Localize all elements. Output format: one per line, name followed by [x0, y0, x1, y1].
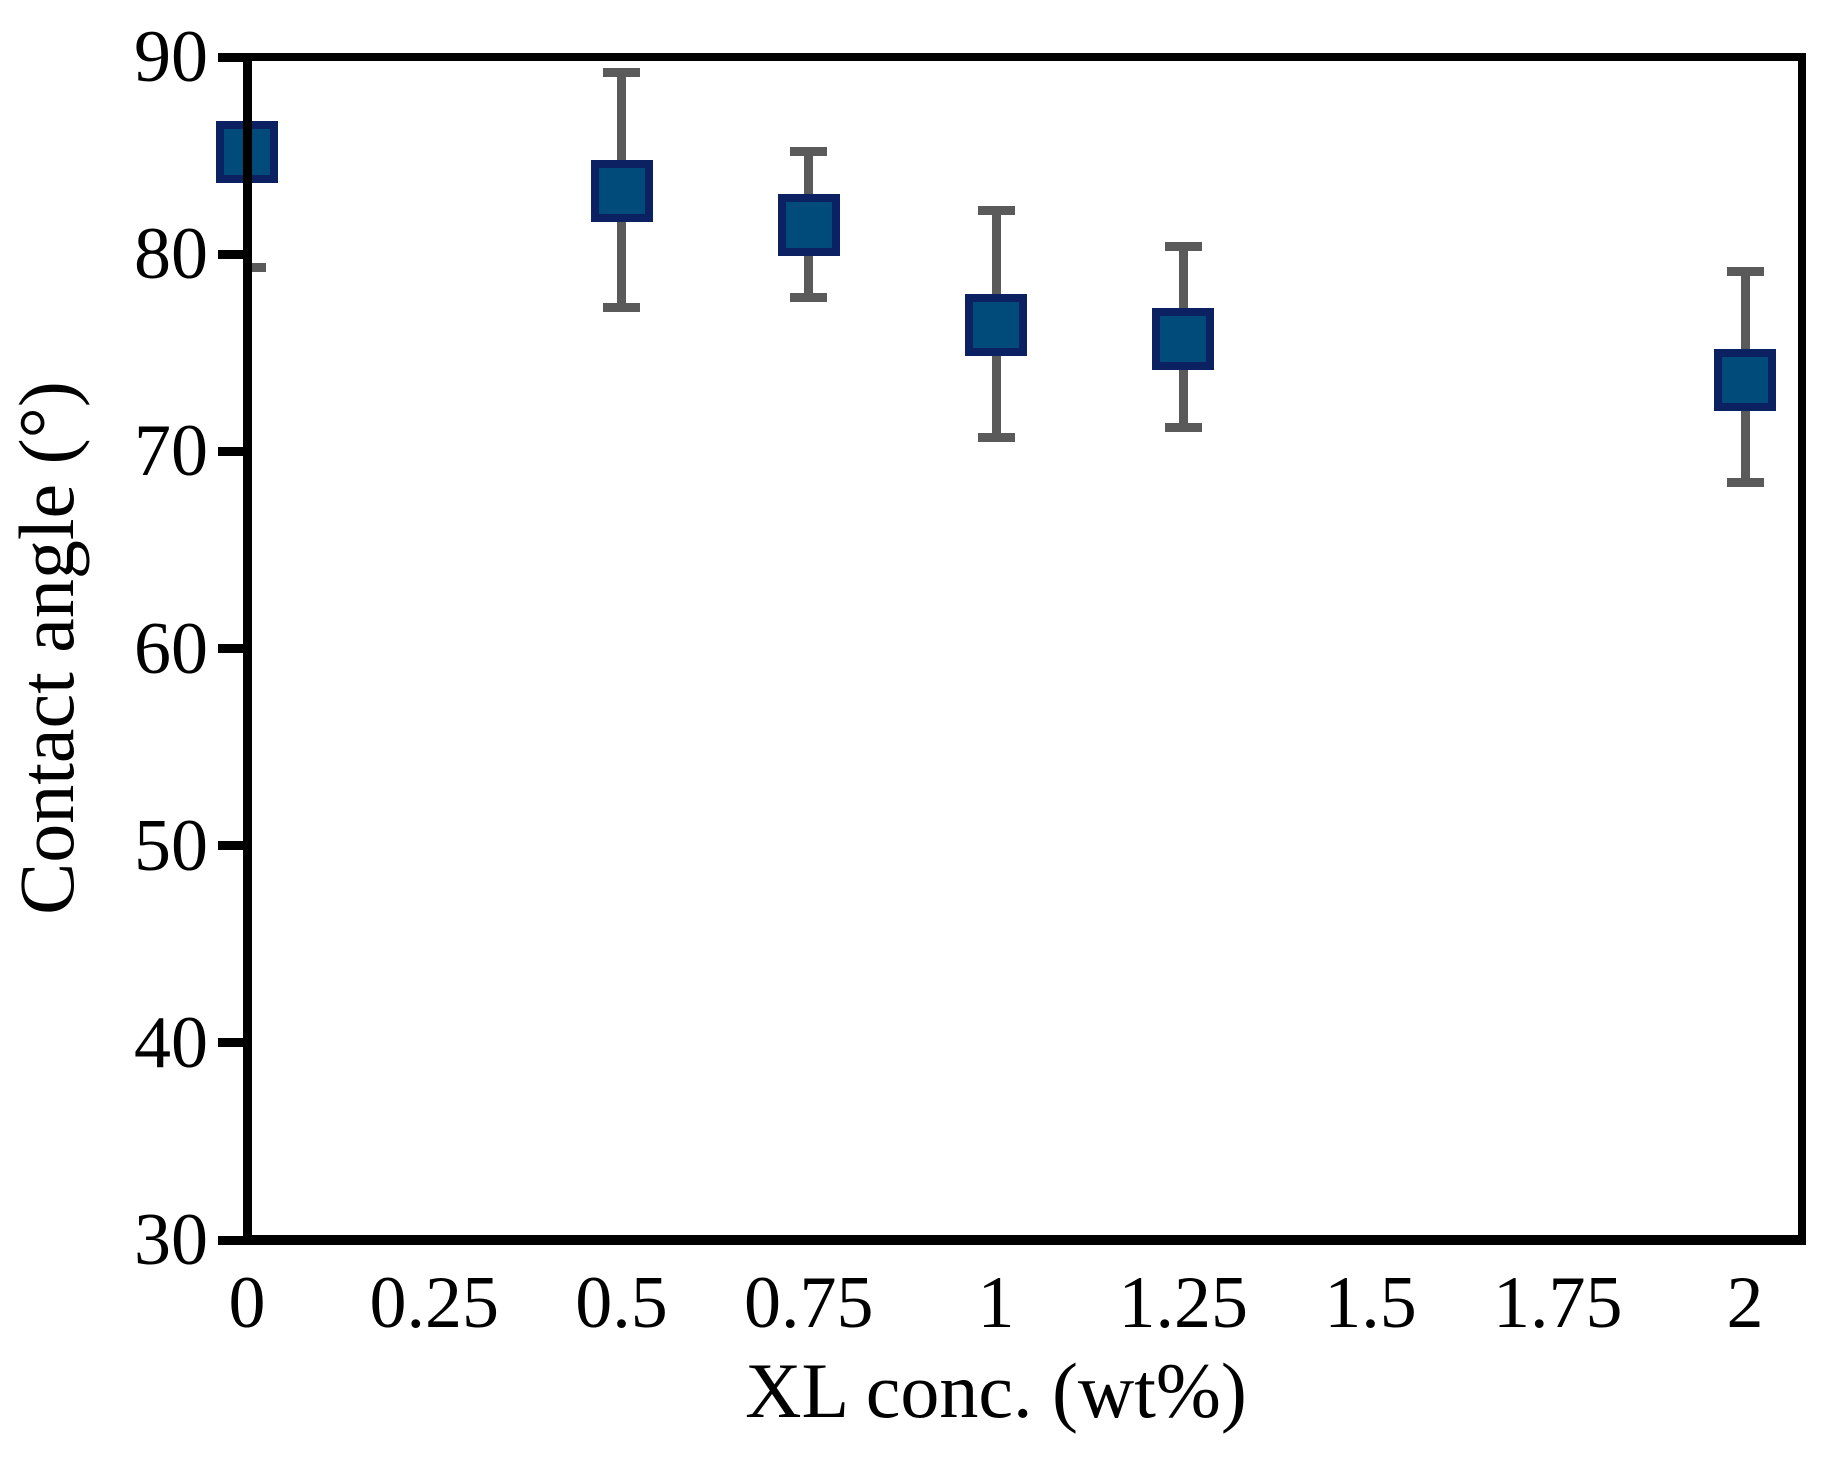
error-bar-cap — [790, 147, 828, 157]
y-tick-label: 50 — [134, 804, 208, 887]
y-tick-mark — [218, 446, 243, 456]
x-tick-label: 0 — [228, 1262, 266, 1344]
y-tick-mark — [218, 1038, 243, 1048]
error-bar-cap — [1164, 423, 1202, 433]
y-tick-mark — [218, 644, 243, 653]
x-tick-label: 0.25 — [369, 1262, 500, 1344]
x-tick-label: 1.75 — [1493, 1262, 1623, 1344]
plot-area — [247, 57, 1802, 1240]
error-bar-cap — [1726, 478, 1764, 488]
x-tick-label: 0.75 — [744, 1262, 874, 1344]
error-bar-cap — [977, 433, 1015, 443]
plot-frame-bottom — [243, 1235, 1806, 1245]
x-tick-label: 2 — [1726, 1262, 1764, 1344]
plot-frame-left — [243, 53, 252, 1245]
x-tick-label: 1.5 — [1324, 1262, 1417, 1344]
plot-frame-top — [243, 53, 1806, 61]
y-tick-mark — [218, 1235, 243, 1245]
y-tick-label: 90 — [134, 16, 208, 98]
error-bar-cap — [603, 68, 640, 78]
x-tick-label: 0.5 — [575, 1262, 668, 1344]
data-point-marker — [777, 193, 840, 256]
y-tick-label: 80 — [134, 213, 208, 296]
plot-frame-right — [1798, 53, 1806, 1245]
data-point-marker — [1152, 307, 1215, 370]
y-tick-mark — [218, 52, 243, 62]
y-tick-mark — [218, 249, 243, 259]
x-axis-title: XL conc. (wt%) — [745, 1347, 1247, 1434]
error-bar-cap — [247, 263, 266, 273]
data-point-marker — [590, 160, 653, 223]
error-bar-cap — [603, 302, 640, 312]
x-tick-label: 1 — [977, 1262, 1015, 1344]
y-tick-mark — [218, 841, 243, 851]
y-tick-label: 60 — [134, 607, 208, 690]
error-bar-cap — [790, 293, 828, 303]
y-tick-label: 70 — [134, 410, 208, 493]
data-point-marker — [965, 294, 1027, 357]
data-point-marker — [1714, 349, 1776, 412]
y-tick-label: 40 — [134, 1001, 208, 1084]
error-bar-cap — [1726, 267, 1764, 277]
error-bar-cap — [1164, 241, 1202, 251]
y-tick-label: 30 — [134, 1199, 208, 1281]
x-tick-label: 1.25 — [1118, 1262, 1249, 1344]
error-bar-cap — [977, 206, 1015, 216]
